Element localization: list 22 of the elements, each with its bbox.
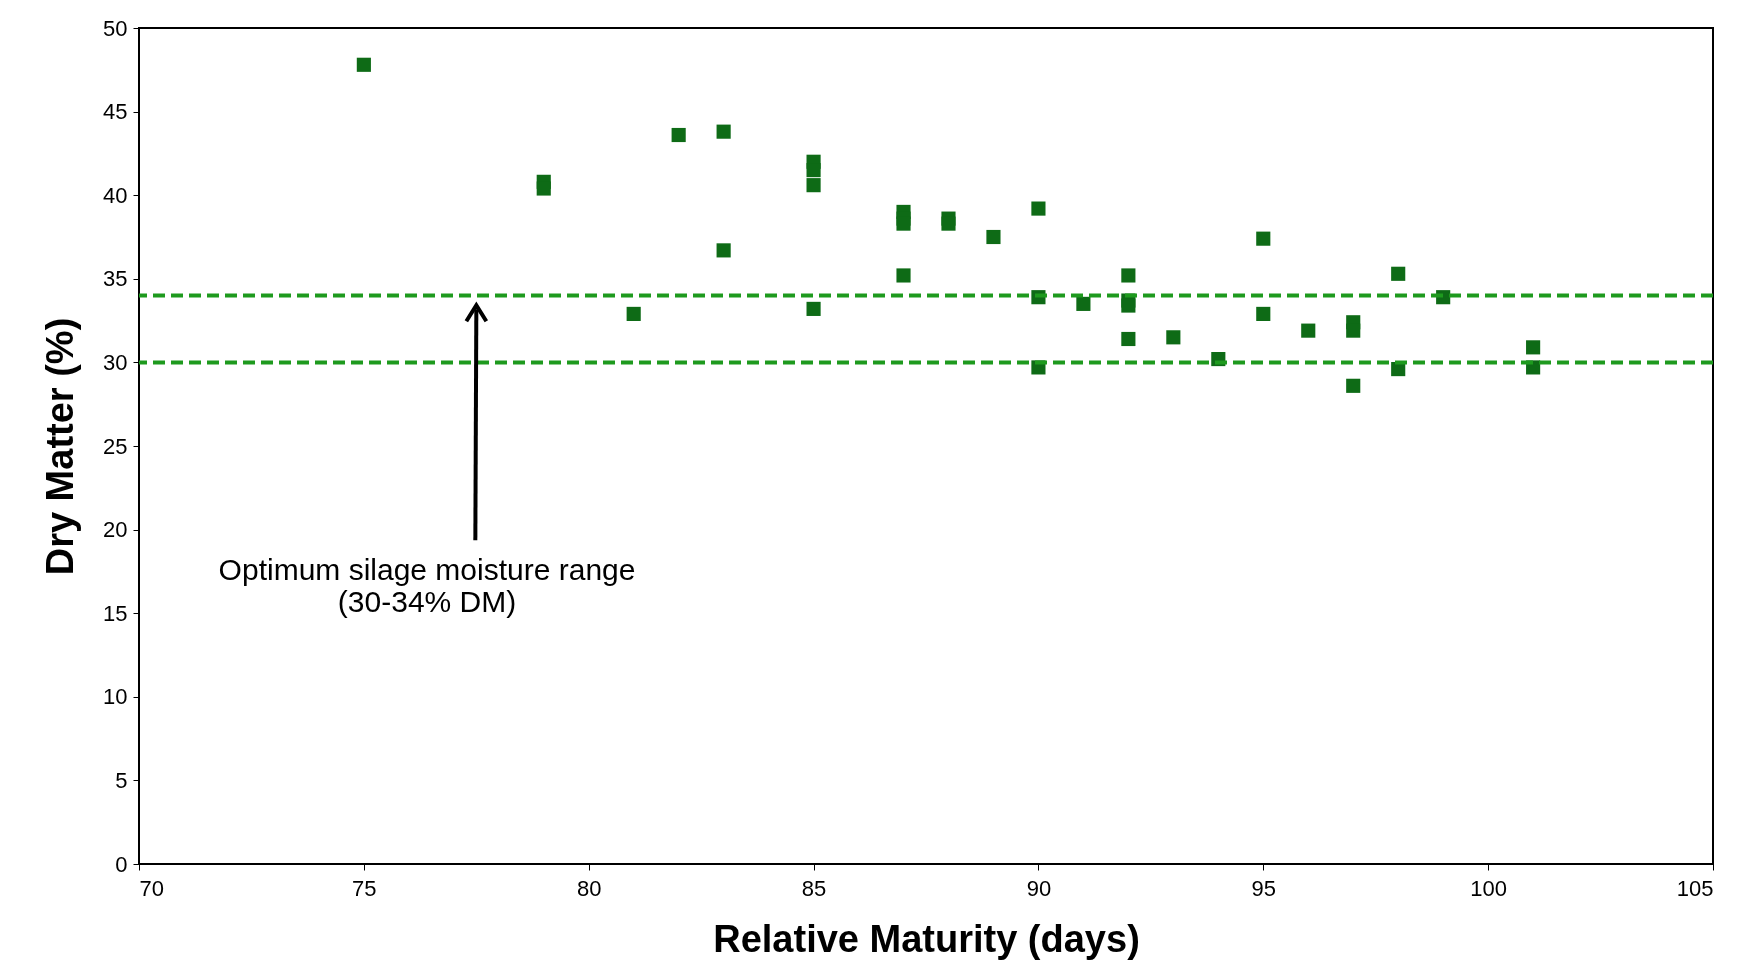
- y-tick-label: 50: [103, 15, 128, 41]
- y-tick-label: 30: [103, 349, 128, 375]
- x-tick-label: 80: [576, 875, 602, 901]
- annotation: Optimum silage moisture range (30-34% DM): [218, 553, 636, 619]
- y-tick-label: 40: [103, 182, 128, 208]
- x-axis-title: Relative Maturity (days): [713, 917, 1140, 960]
- x-tick-label: 70: [139, 875, 164, 901]
- x-tick-label: 85: [801, 875, 827, 901]
- x-tick-label: 100: [1470, 875, 1507, 901]
- y-tick-label: 15: [103, 600, 128, 626]
- y-tick-label: 25: [103, 433, 128, 459]
- x-tick-label: 90: [1026, 875, 1052, 901]
- y-tick-label: 10: [103, 684, 128, 710]
- y-tick-label: 45: [103, 99, 128, 125]
- x-tick-label: 75: [352, 875, 377, 901]
- y-tick-label: 35: [103, 266, 128, 292]
- y-tick-label: 0: [115, 851, 128, 877]
- x-tick-label: 105: [1676, 875, 1714, 901]
- y-axis-title: Dry Matter (%): [39, 317, 82, 576]
- y-tick-label: 5: [115, 767, 128, 793]
- y-tick-label: 20: [103, 517, 128, 543]
- x-tick-label: 95: [1251, 875, 1277, 901]
